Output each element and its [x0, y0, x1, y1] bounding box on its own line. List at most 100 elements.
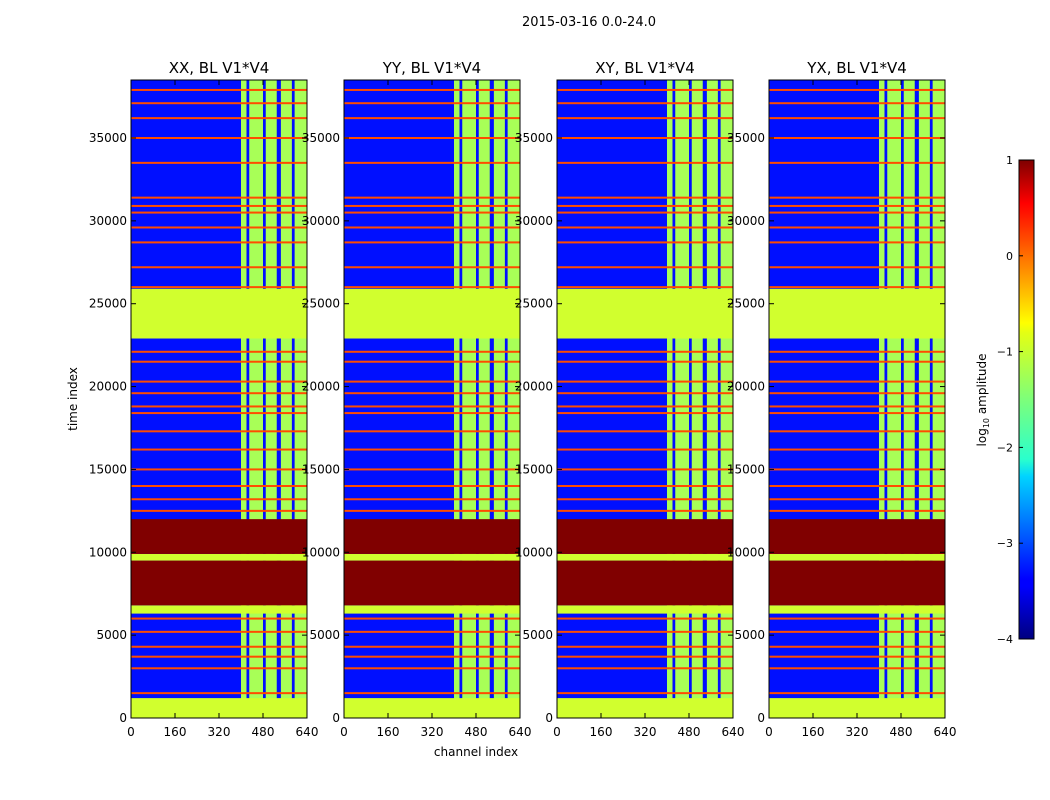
x-tick-label: 640	[722, 725, 745, 739]
y-tick-label: 25000	[89, 297, 127, 311]
flagged-row	[131, 137, 307, 139]
flagged-row	[769, 117, 945, 120]
y-axis: 0 5000 10000 15000 20000 25000 30000 35000	[727, 131, 945, 725]
flagged-row	[557, 630, 733, 633]
y-tick-label: 25000	[302, 297, 340, 311]
y-tick-label: 10000	[302, 545, 340, 559]
row-band	[131, 519, 307, 554]
y-tick-label: 20000	[89, 380, 127, 394]
x-tick-label: 480	[890, 725, 913, 739]
flagged-row	[344, 448, 520, 451]
flagged-row	[344, 498, 520, 501]
rfi-channel-band	[691, 80, 703, 718]
x-tick-label: 320	[208, 725, 231, 739]
flagged-row	[131, 667, 307, 670]
flagged-row	[344, 196, 520, 199]
flagged-row	[769, 380, 945, 383]
row-band	[769, 519, 945, 554]
flagged-row	[131, 630, 307, 633]
flagged-row	[557, 350, 733, 353]
x-tick-label: 480	[678, 725, 701, 739]
row-band	[131, 553, 307, 561]
flagged-row	[769, 360, 945, 363]
flagged-row	[344, 468, 520, 471]
flagged-row	[557, 196, 733, 199]
rfi-channel-band	[667, 80, 673, 718]
flagged-row	[344, 692, 520, 695]
y-tick-label: 35000	[89, 131, 127, 145]
flagged-row	[344, 630, 520, 633]
flagged-row	[344, 485, 520, 487]
x-axis: 0 160 320 480 640	[765, 80, 956, 739]
y-tick-label: 35000	[302, 131, 340, 145]
flagged-row	[769, 412, 945, 415]
y-axis: 0 5000 10000 15000 20000 25000 30000 35000	[302, 131, 520, 725]
flagged-row	[344, 667, 520, 670]
flagged-row	[344, 350, 520, 353]
panel-yx: YX, BL V1*V4 0 160 320 480 640 0 5000 10000 150…	[727, 59, 957, 739]
y-tick-label: 10000	[515, 545, 553, 559]
row-band	[557, 288, 733, 339]
rfi-channel-band	[675, 80, 689, 718]
row-band	[344, 519, 520, 554]
row-band	[131, 605, 307, 614]
rfi-channel-band	[249, 80, 263, 718]
flagged-row	[131, 485, 307, 487]
heatmap-xx	[131, 80, 307, 718]
x-tick-label: 160	[590, 725, 613, 739]
row-band	[769, 605, 945, 614]
flagged-row	[769, 266, 945, 269]
colorbar-tick-label: −1	[997, 346, 1013, 359]
flagged-row	[131, 102, 307, 105]
row-band	[344, 605, 520, 614]
flagged-row	[131, 266, 307, 269]
y-tick-label: 0	[332, 711, 340, 725]
flagged-row	[344, 266, 520, 269]
rfi-channel-band	[454, 80, 460, 718]
flagged-row	[769, 617, 945, 620]
row-band	[344, 560, 520, 606]
flagged-row	[131, 204, 307, 207]
colorbar-tick-label: 1	[1006, 154, 1013, 167]
colorbar-label-prefix: log	[975, 428, 989, 446]
flagged-row	[131, 241, 307, 244]
flagged-row	[344, 117, 520, 120]
flagged-row	[769, 204, 945, 207]
flagged-row	[769, 498, 945, 501]
y-tick-label: 15000	[727, 462, 765, 476]
row-band	[557, 605, 733, 614]
colorbar: 10−1−2−3−4 log10 amplitude	[975, 154, 1035, 646]
panel-yy: YY, BL V1*V4 0 160 320 480 640 0 5000 10000 150…	[302, 59, 532, 739]
x-axis: 0 160 320 480 640	[340, 80, 531, 739]
row-band	[131, 560, 307, 606]
flagged-row	[769, 430, 945, 433]
flagged-row	[769, 137, 945, 139]
flagged-row	[131, 468, 307, 471]
flagged-row	[131, 405, 307, 408]
row-band	[769, 553, 945, 561]
y-tick-label: 15000	[89, 462, 127, 476]
flagged-row	[344, 380, 520, 383]
y-tick-label: 30000	[727, 214, 765, 228]
flagged-row	[557, 286, 733, 289]
y-tick-label: 0	[545, 711, 553, 725]
flagged-row	[557, 211, 733, 214]
flagged-row	[344, 360, 520, 363]
flagged-row	[344, 137, 520, 139]
y-tick-label: 35000	[515, 131, 553, 145]
colorbar-ticks: 1 0 −1 −2 −3 −4	[997, 154, 1023, 646]
rfi-channel-band	[280, 80, 292, 718]
flagged-row	[131, 88, 307, 91]
flagged-row	[131, 380, 307, 383]
flagged-row	[557, 88, 733, 91]
row-band	[769, 288, 945, 339]
row-band	[557, 560, 733, 606]
x-tick-label: 160	[164, 725, 187, 739]
x-axis: 0 160 320 480 640	[127, 80, 318, 739]
panel-title: YX, BL V1*V4	[806, 59, 907, 77]
rfi-channel-band	[932, 80, 945, 718]
flagged-row	[131, 448, 307, 451]
y-tick-label: 15000	[302, 462, 340, 476]
y-tick-label: 30000	[89, 214, 127, 228]
